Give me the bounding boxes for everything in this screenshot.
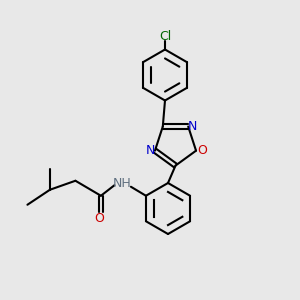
Text: NH: NH (113, 177, 132, 190)
Text: Cl: Cl (159, 29, 171, 43)
Text: N: N (188, 120, 197, 133)
Text: O: O (197, 144, 207, 157)
Text: N: N (146, 144, 155, 157)
Text: O: O (94, 212, 104, 225)
